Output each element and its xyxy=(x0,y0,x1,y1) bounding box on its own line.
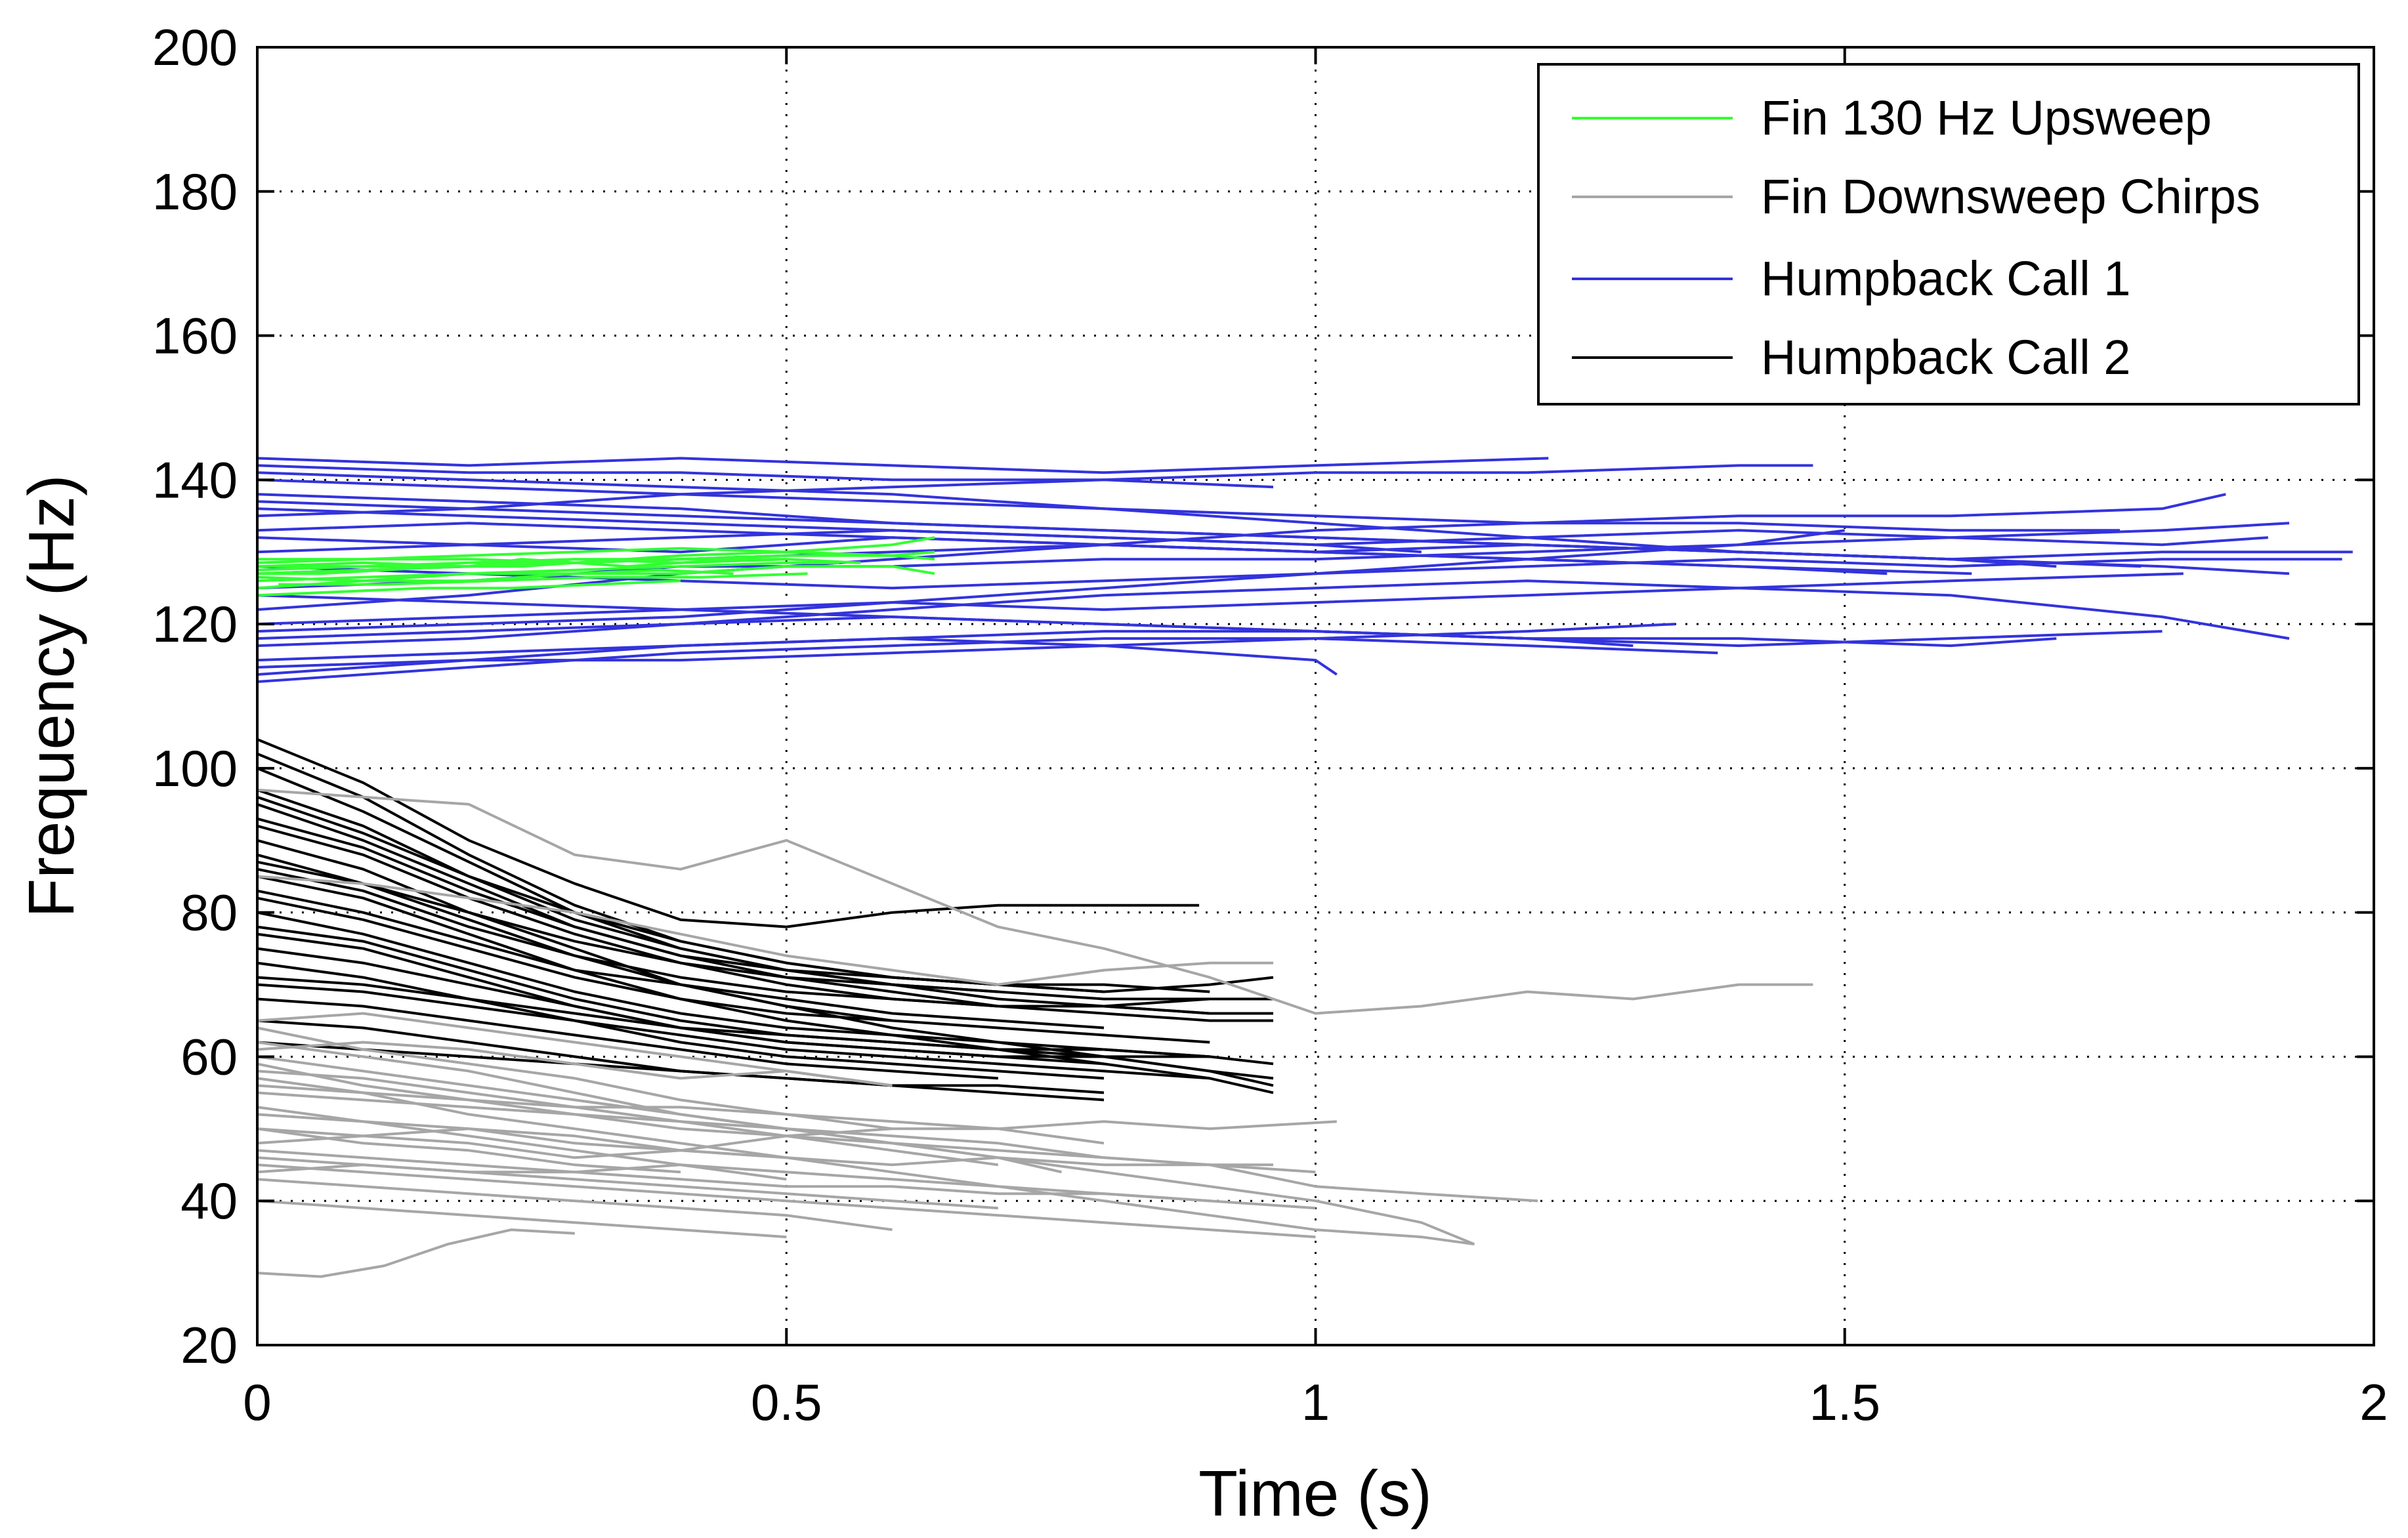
trace-fin-downsweep-chirps-1 xyxy=(257,788,1813,1015)
trace-fin-downsweep-chirps-13 xyxy=(257,1070,999,1167)
x-tick-label: 1.5 xyxy=(1809,1373,1880,1431)
x-tick-label: 0.5 xyxy=(751,1373,822,1431)
trace-fin-downsweep-chirps-17 xyxy=(257,1026,893,1131)
trace-humpback-call-1-16 xyxy=(257,637,1718,683)
trace-fin-downsweep-chirps-18 xyxy=(257,1199,787,1239)
trace-humpback-call-2-21 xyxy=(257,1041,1105,1094)
y-tick-label: 20 xyxy=(180,1316,238,1374)
trace-fin-downsweep-chirps-11 xyxy=(257,1041,1062,1174)
trace-fin-downsweep-chirps-7 xyxy=(257,1228,575,1278)
trace-fin-130-hz-upsweep-7 xyxy=(257,558,787,572)
x-tick-label: 1 xyxy=(1301,1373,1330,1431)
trace-fin-downsweep-chirps-14 xyxy=(257,1149,787,1181)
trace-fin-130-hz-upsweep-1 xyxy=(257,561,839,583)
trace-fin-130-hz-upsweep-10 xyxy=(257,561,575,575)
legend: Fin 130 Hz Upsweep Fin Downsweep Chirps … xyxy=(1537,63,2360,405)
trace-fin-130-hz-upsweep-12 xyxy=(257,558,861,568)
trace-humpback-call-2-23 xyxy=(257,795,1105,993)
trace-humpback-call-2-15 xyxy=(257,997,998,1080)
x-axis-title: Time (s) xyxy=(1198,1457,1432,1529)
trace-fin-downsweep-chirps-15 xyxy=(257,1084,1105,1145)
y-tick-label: 40 xyxy=(180,1172,238,1230)
legend-label-humpback-call-1: Humpback Call 1 xyxy=(1761,251,2130,306)
x-tick-label: 0 xyxy=(243,1373,271,1431)
trace-humpback-call-1-12 xyxy=(257,572,2184,626)
trace-fin-130-hz-upsweep-11 xyxy=(278,572,808,586)
trace-humpback-call-1-8 xyxy=(257,478,2120,532)
trace-fin-downsweep-chirps-8 xyxy=(257,1163,1316,1239)
trace-fin-downsweep-chirps-12 xyxy=(257,1178,893,1232)
trace-humpback-call-1-1 xyxy=(257,457,1549,474)
trace-fin-downsweep-chirps-9 xyxy=(257,1113,1475,1246)
trace-humpback-call-2-24 xyxy=(257,976,1210,1058)
y-tick-label: 100 xyxy=(152,739,238,797)
legend-box xyxy=(1537,63,2360,405)
legend-label-humpback-call-2: Humpback Call 2 xyxy=(1761,330,2130,384)
trace-fin-downsweep-chirps-19 xyxy=(257,1062,1316,1174)
y-tick-label: 140 xyxy=(152,451,238,509)
trace-fin-130-hz-upsweep-6 xyxy=(257,579,681,597)
legend-label-fin-upsweep: Fin 130 Hz Upsweep xyxy=(1761,91,2212,145)
y-tick-label: 60 xyxy=(180,1028,238,1085)
trace-humpback-call-2-8 xyxy=(257,983,1210,1080)
trace-humpback-call-1-5 xyxy=(257,493,2226,612)
trace-humpback-call-2-20 xyxy=(257,817,998,993)
trace-fin-downsweep-chirps-16 xyxy=(257,1106,1210,1203)
trace-humpback-call-2-22 xyxy=(257,896,1210,1044)
series-fin-130-hz-upsweep xyxy=(257,536,935,597)
series-fin-downsweep-chirps xyxy=(257,788,1813,1278)
legend-label-fin-downsweep: Fin Downsweep Chirps xyxy=(1761,169,2260,224)
trace-fin-downsweep-chirps-22 xyxy=(257,1041,893,1087)
x-tick-label: 2 xyxy=(2359,1373,2388,1431)
series-humpback-call-1 xyxy=(257,457,2353,683)
y-tick-label: 80 xyxy=(180,884,238,942)
trace-humpback-call-2-13 xyxy=(257,961,1105,1080)
trace-humpback-call-1-19 xyxy=(257,594,2057,648)
series-traces xyxy=(257,457,2353,1278)
trace-humpback-call-2-25 xyxy=(257,867,893,1022)
trace-fin-130-hz-upsweep-8 xyxy=(257,568,734,583)
trace-fin-downsweep-chirps-2 xyxy=(257,875,1273,986)
trace-humpback-call-1-18 xyxy=(257,507,1422,554)
y-tick-label: 160 xyxy=(152,307,238,365)
trace-humpback-call-2-10 xyxy=(257,824,1273,1008)
trace-humpback-call-2-14 xyxy=(257,789,1210,993)
trace-humpback-call-2-1 xyxy=(257,738,1200,928)
trace-fin-downsweep-chirps-20 xyxy=(257,1127,681,1174)
trace-humpback-call-1-4 xyxy=(257,579,2290,640)
trace-fin-downsweep-chirps-23 xyxy=(257,1163,1316,1210)
trace-fin-130-hz-upsweep-4 xyxy=(257,558,734,575)
trace-humpback-call-1-23 xyxy=(257,500,2290,575)
trace-humpback-call-1-21 xyxy=(257,464,1274,489)
y-axis-title: Frequency (Hz) xyxy=(15,474,87,917)
trace-humpback-call-1-24 xyxy=(257,623,1676,669)
y-tick-label: 180 xyxy=(152,163,238,220)
series-humpback-call-2 xyxy=(257,738,1274,1102)
trace-fin-downsweep-chirps-5 xyxy=(257,1091,1538,1203)
trace-fin-downsweep-chirps-24 xyxy=(257,1077,787,1159)
y-tick-label: 200 xyxy=(152,18,238,76)
y-tick-label: 120 xyxy=(152,595,238,653)
axis-ticks: 0 0.5 1 1.5 2 20 40 60 80 100 120 140 160 180 200 xyxy=(152,18,2388,1431)
trace-humpback-call-2-4 xyxy=(257,875,1274,1094)
trace-humpback-call-2-16 xyxy=(257,860,1210,1001)
trace-fin-130-hz-upsweep-9 xyxy=(257,551,935,564)
